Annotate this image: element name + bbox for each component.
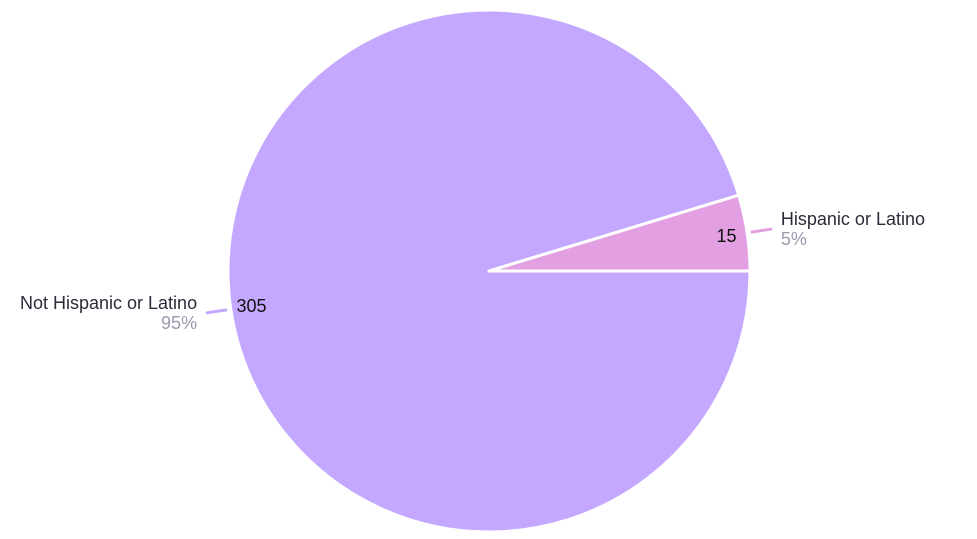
leader-line-hispanic-or-latino [750,227,773,234]
slices-layer [226,8,752,534]
leader-lines-layer [205,227,773,315]
leader-line-not-hispanic-or-latino [205,308,228,315]
slice-value-label-not-hispanic-or-latino: 305 [236,296,266,316]
pie-slice-hispanic-or-latino[interactable] [487,193,752,273]
slice-name-label-hispanic-or-latino: Hispanic or Latino [781,209,925,229]
slice-value-label-hispanic-or-latino: 15 [717,226,737,246]
slice-name-label-not-hispanic-or-latino: Not Hispanic or Latino [20,293,197,313]
slice-percent-label-not-hispanic-or-latino: 95% [161,313,197,333]
slice-percent-label-hispanic-or-latino: 5% [781,229,807,249]
